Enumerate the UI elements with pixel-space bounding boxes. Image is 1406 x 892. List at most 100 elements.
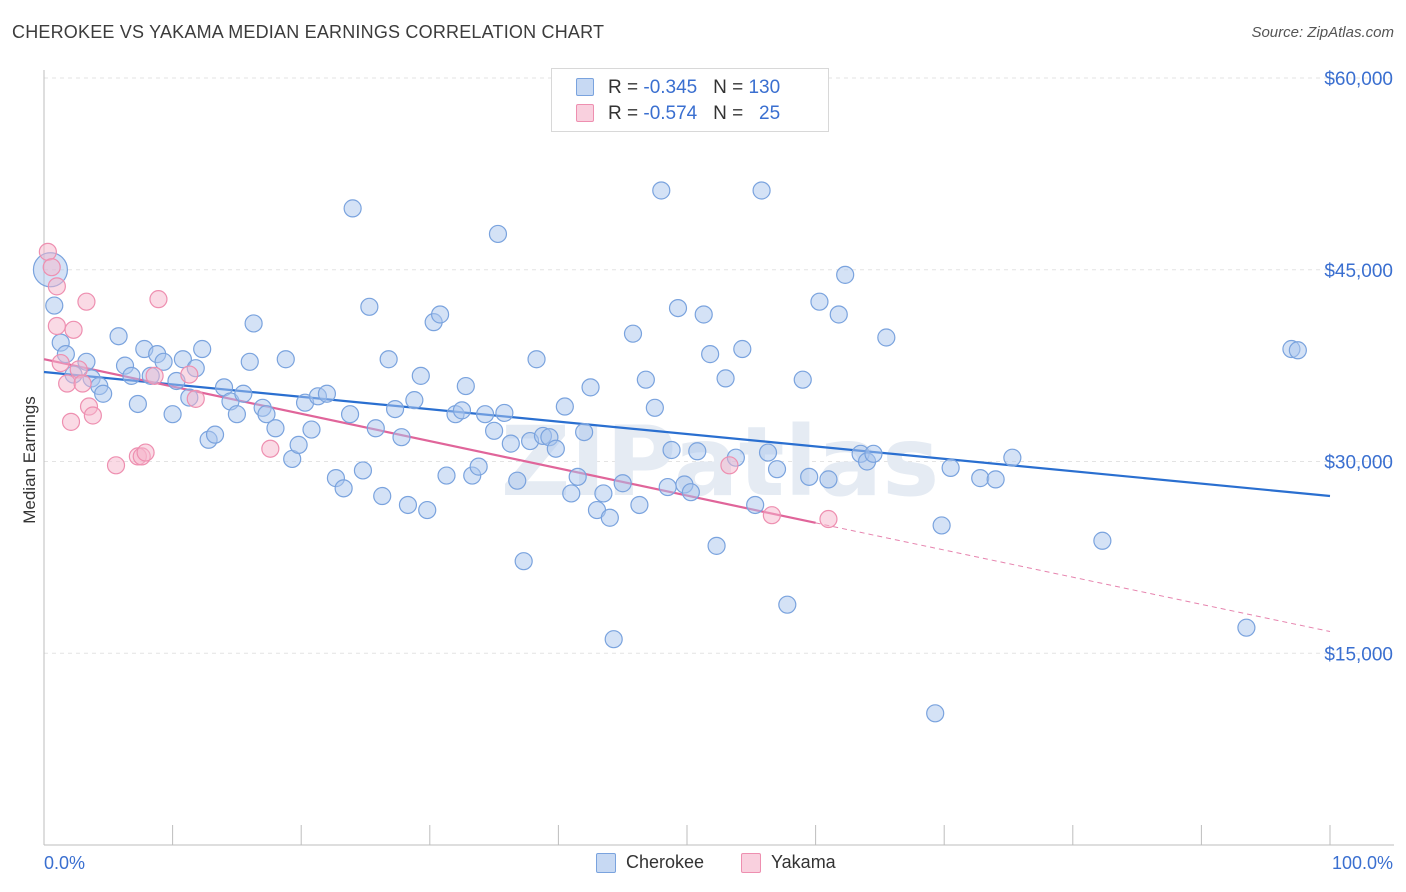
cherokee-point	[600, 508, 619, 527]
cherokee-point	[1093, 531, 1112, 550]
cherokee-point	[546, 439, 565, 458]
cherokee-point	[501, 434, 520, 453]
cherokee-point	[392, 428, 411, 447]
cherokee-point	[733, 339, 752, 359]
cherokee-point	[289, 435, 308, 454]
cherokee-point	[94, 384, 113, 403]
cherokee-point	[658, 477, 677, 497]
yakama-point	[61, 412, 81, 431]
cherokee-point	[836, 265, 855, 284]
cherokee-point	[864, 444, 883, 463]
yakama-point	[762, 506, 781, 525]
stats-legend: R = -0.345 N = 130 R = -0.574 N = 25	[551, 68, 829, 132]
cherokee-point	[668, 299, 688, 318]
cherokee-point	[488, 224, 508, 244]
cherokee-point	[971, 469, 990, 488]
y-axis-label: Median Earnings	[20, 396, 39, 524]
yakama-point	[47, 277, 66, 296]
cherokee-point	[385, 399, 405, 419]
cherokee-point	[485, 421, 504, 440]
cherokee-point	[475, 405, 495, 424]
yakama-point	[64, 320, 83, 339]
y-tick-label: $60,000	[1324, 69, 1393, 90]
cherokee-point	[109, 327, 128, 346]
yakama-point	[186, 389, 205, 408]
cherokee-point	[240, 352, 259, 371]
cherokee-point	[411, 366, 430, 385]
cherokee-point	[234, 384, 253, 403]
cherokee-point	[707, 536, 726, 555]
yakama-point	[819, 509, 838, 529]
cherokee-point	[508, 471, 527, 490]
cherokee-point	[575, 422, 594, 442]
chart-title: CHEROKEE VS YAKAMA MEDIAN EARNINGS CORRE…	[12, 22, 605, 42]
cherokee-point	[495, 403, 514, 423]
cherokee-point	[45, 296, 64, 315]
cherokee-point	[373, 486, 392, 506]
yakama-point	[51, 353, 70, 373]
cherokee-point	[456, 376, 475, 396]
cherokee-point	[469, 457, 488, 476]
cherokee-point	[662, 440, 681, 460]
cherokee-point	[276, 350, 295, 369]
yakama-point	[47, 316, 66, 336]
cherokee-point	[1237, 618, 1256, 637]
cherokee-point	[266, 419, 285, 438]
cherokee-point	[613, 474, 632, 493]
y-tick-label: $15,000	[1324, 644, 1393, 665]
cherokee-point	[514, 552, 533, 571]
legend-r-value: -0.345	[643, 77, 698, 98]
bottom-legend-swatch-yakama	[741, 853, 761, 873]
yakama-point	[136, 443, 155, 462]
cherokee-point	[555, 397, 574, 416]
cherokee-point	[681, 483, 700, 502]
cherokee-point	[926, 704, 945, 723]
cherokee-point	[163, 405, 182, 424]
cherokee-point	[810, 292, 829, 311]
y-tick-labels: $15,000 $30,000 $45,000 $60,000	[1324, 69, 1393, 665]
yakama-point	[261, 439, 280, 458]
y-tick-label: $30,000	[1324, 453, 1393, 474]
cherokee-point	[986, 470, 1005, 489]
cherokee-point	[1003, 448, 1022, 467]
cherokee-point	[366, 419, 385, 438]
cherokee-point	[360, 297, 379, 316]
cherokee-point	[257, 405, 276, 424]
cherokee-point	[877, 328, 896, 347]
yakama-point	[73, 374, 92, 393]
bottom-legend-label-yakama: Yakama	[771, 852, 836, 872]
cherokee-trend-segment	[43, 370, 1331, 498]
y-tick-label: $45,000	[1324, 261, 1393, 282]
cherokee-point	[652, 181, 671, 200]
legend-n-value: 130	[748, 77, 781, 98]
cherokee-point	[701, 345, 720, 364]
cherokee-point	[562, 484, 581, 503]
yakama-point	[720, 456, 739, 475]
cherokee-point	[418, 500, 437, 520]
yakama-point	[149, 290, 168, 309]
legend-text-yakama: R = -0.574 N = 25	[608, 103, 780, 125]
yakama-trend-extension	[815, 522, 1331, 633]
cherokee-point	[819, 470, 838, 489]
cherokee-point	[941, 458, 960, 477]
yakama-point	[145, 366, 164, 385]
cherokee-point	[343, 199, 362, 218]
bottom-legend-swatch-cherokee	[596, 853, 616, 873]
legend-r-value: -0.574	[643, 103, 698, 124]
yakama-point	[83, 406, 102, 425]
x-tick-labels: 0.0% 100.0%	[44, 853, 1393, 873]
legend-text-cherokee: R = -0.345 N = 130	[608, 77, 780, 99]
legend-swatch-yakama	[576, 104, 594, 122]
cherokee-point	[758, 443, 778, 462]
yakama-points	[38, 242, 838, 529]
cherokee-point	[932, 516, 951, 535]
cherokee-point	[379, 350, 398, 369]
cherokee-points	[32, 181, 1307, 723]
legend-r-label: R =	[608, 77, 644, 98]
cherokee-point	[778, 595, 797, 614]
bottom-legend-label-cherokee: Cherokee	[626, 852, 705, 872]
cherokee-point	[623, 324, 643, 343]
cherokee-point	[694, 305, 713, 324]
cherokee-point	[317, 384, 337, 403]
